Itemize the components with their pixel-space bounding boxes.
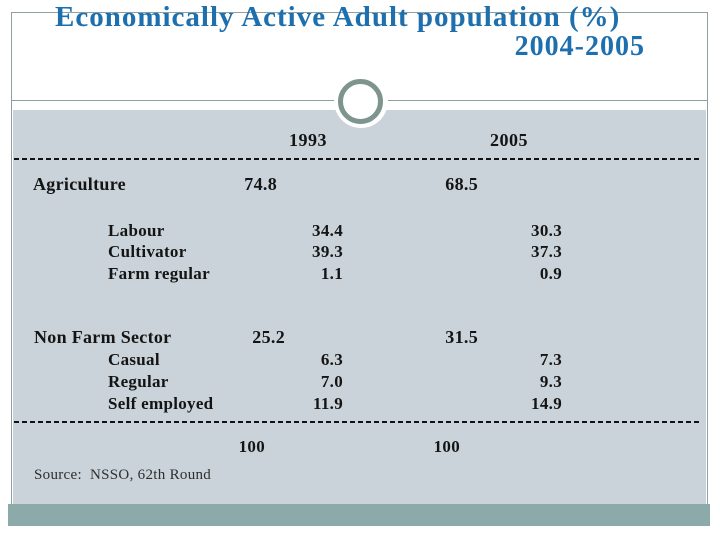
- value-2005: 9.3: [539, 372, 562, 391]
- bottom-band: [8, 504, 710, 526]
- value-2005: 37.3: [531, 242, 562, 261]
- table-row-regular: Regular 7.0 9.3: [0, 372, 720, 392]
- value-2005: 30.3: [531, 221, 562, 240]
- row-label: Farm regular: [108, 264, 210, 283]
- value-1993: 1.1: [320, 264, 343, 283]
- column-header-2005: 2005: [490, 130, 528, 150]
- value-2005: 0.9: [539, 264, 562, 283]
- table-row-self-employed: Self employed 11.9 14.9: [0, 394, 720, 414]
- value-1993: 74.8: [244, 174, 277, 194]
- table-row-agriculture: Agriculture 74.8 68.5: [0, 174, 720, 194]
- table-row-totals: 100 100: [0, 437, 720, 457]
- slide-title: Economically Active Adult population (%): [55, 1, 621, 33]
- row-label: Labour: [108, 221, 165, 240]
- row-label: Agriculture: [33, 174, 126, 194]
- row-label: Non Farm Sector: [34, 327, 172, 347]
- column-header-1993: 1993: [289, 130, 327, 150]
- row-label: Self employed: [108, 394, 214, 413]
- table-row-casual: Casual 6.3 7.3: [0, 350, 720, 370]
- row-label: Regular: [108, 372, 169, 391]
- value-2005: 14.9: [531, 394, 562, 413]
- table-row-farm-regular: Farm regular 1.1 0.9: [0, 264, 720, 284]
- value-1993: 11.9: [312, 394, 343, 413]
- table-row-labour: Labour 34.4 30.3: [0, 221, 720, 241]
- value-2005: 31.5: [445, 327, 478, 347]
- value-2005: 68.5: [445, 174, 478, 194]
- row-label: Casual: [108, 350, 160, 369]
- source-note: Source: NSSO, 62th Round: [34, 467, 212, 483]
- value-1993: 6.3: [320, 350, 343, 369]
- value-2005: 7.3: [539, 350, 562, 369]
- dashed-separator-bottom: [14, 421, 702, 423]
- value-1993: 34.4: [312, 221, 343, 240]
- table-row-cultivator: Cultivator 39.3 37.3: [0, 242, 720, 262]
- dashed-separator-top: [14, 158, 702, 160]
- total-2005: 100: [433, 437, 460, 456]
- slide-subtitle: 2004-2005: [514, 31, 645, 62]
- value-1993: 7.0: [320, 372, 343, 391]
- content-panel: [13, 110, 706, 504]
- row-label: Cultivator: [108, 242, 187, 261]
- value-1993: 25.2: [252, 327, 285, 347]
- table-row-non-farm-sector: Non Farm Sector 25.2 31.5: [0, 327, 720, 347]
- value-1993: 39.3: [312, 242, 343, 261]
- total-1993: 100: [238, 437, 265, 456]
- circle-ornament-icon: [338, 79, 383, 124]
